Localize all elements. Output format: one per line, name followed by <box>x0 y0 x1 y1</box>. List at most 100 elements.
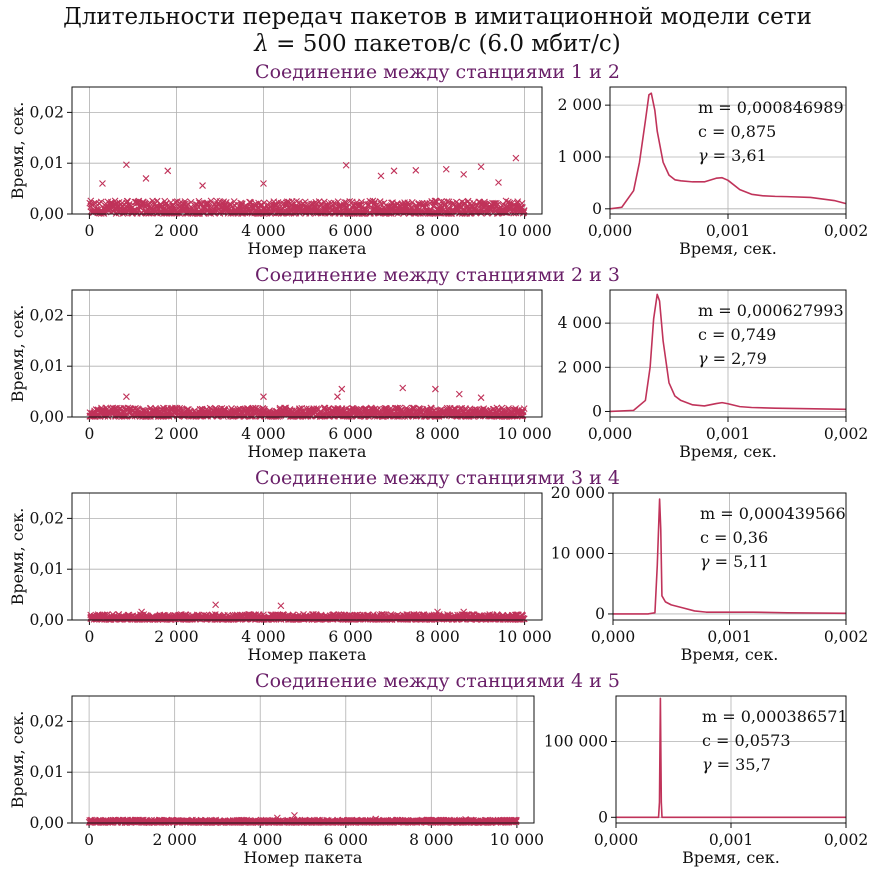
scatter-point <box>240 413 248 420</box>
scatter-point <box>247 199 254 207</box>
scatter-outlier-point <box>260 180 267 187</box>
scatter-outlier-point <box>431 385 439 393</box>
scatter-outlier-point <box>342 161 350 169</box>
scatter-3-ytick-label: 0,01 <box>29 560 64 578</box>
scatter-point <box>358 198 365 206</box>
density-1-ytick-label: 1 000 <box>558 148 602 166</box>
scatter-4-xtick-label: 6 000 <box>324 831 368 849</box>
stat-mean-3: m = 0,000439566 <box>700 504 846 523</box>
scatter-outlier-point <box>142 175 150 182</box>
scatter-outlier-point <box>212 601 219 609</box>
density-4-xtick-label: 0,000 <box>594 831 638 849</box>
density-2-line <box>609 293 847 413</box>
density-2-xtick-label: 0,001 <box>706 425 750 443</box>
scatter-point <box>371 198 379 206</box>
scatter-outlier-point <box>99 180 106 187</box>
density-1-xtick-label: 0,001 <box>706 222 750 240</box>
density-1-xtick-label: 0,000 <box>588 222 632 240</box>
scatter-3-points <box>87 601 528 623</box>
stat-cv-1: c = 0,875 <box>698 122 776 141</box>
scatter-outlier-point <box>390 167 398 175</box>
scatter-2-ytick-label: 0,00 <box>29 408 64 426</box>
density-2-frame <box>609 289 847 418</box>
scatter-outlier-point <box>442 165 450 173</box>
scatter-3-ytick-label: 0,02 <box>29 509 64 527</box>
scatter-1-ytick-label: 0,02 <box>29 103 64 121</box>
gamma-symbol: γ <box>698 349 708 368</box>
scatter-2-xtick-label: 4 000 <box>241 425 285 443</box>
scatter-2-xtick-label: 10 000 <box>497 425 551 443</box>
scatter-outlier-point <box>477 163 485 171</box>
scatter-outlier-point <box>199 182 206 189</box>
scatter-1-xtick-label: 0 <box>84 222 94 240</box>
scatter-4-ytick-label: 0,00 <box>29 814 64 832</box>
scatter-2-xtick-label: 0 <box>84 425 94 443</box>
density-2-ytick-label: 4 000 <box>558 314 602 332</box>
scatter-plot-4: 0 2 000 4 000 6 000 8 000 10 000 0,00 0,01 0,02 Н… <box>8 695 544 867</box>
stat-mean-4: m = 0,000386571 <box>702 707 848 726</box>
scatter-1-ylabel: Время, сек. <box>8 102 27 200</box>
gamma-symbol: γ <box>698 146 708 165</box>
gamma-symbol: γ <box>700 552 710 571</box>
scatter-point <box>437 210 444 217</box>
scatter-4-points <box>85 811 520 826</box>
gamma-value: = 3,61 <box>708 146 767 165</box>
density-3-xtick-label: 0,000 <box>591 628 635 646</box>
scatter-outlier-point <box>377 172 385 180</box>
density-3-xtick-label: 0,002 <box>824 628 868 646</box>
scatter-2-ylabel: Время, сек. <box>8 305 27 403</box>
scatter-point <box>445 198 453 206</box>
density-3-ytick-label: 20 000 <box>551 484 605 502</box>
scatter-2-xtick-label: 8 000 <box>415 425 459 443</box>
scatter-4-xlabel: Номер пакета <box>244 848 363 867</box>
scatter-3-xtick-label: 6 000 <box>328 628 372 646</box>
scatter-4-xtick-label: 10 000 <box>490 831 544 849</box>
scatter-1-points <box>86 154 528 217</box>
density-1-line <box>609 92 847 210</box>
scatter-outlier-point <box>164 167 172 175</box>
scatter-3-xtick-label: 8 000 <box>415 628 459 646</box>
chart-title-line1: Длительности передач пакетов в имитацион… <box>63 4 812 30</box>
scatter-point <box>90 200 97 208</box>
scatter-2-points <box>86 384 528 420</box>
scatter-4-xtick-label: 0 <box>84 831 94 849</box>
density-2-xtick-label: 0,000 <box>588 425 632 443</box>
scatter-1-xtick-label: 6 000 <box>328 222 372 240</box>
scatter-point <box>178 405 186 412</box>
scatter-1-xlabel: Номер пакета <box>248 239 367 258</box>
scatter-2-xtick-label: 6 000 <box>328 425 372 443</box>
scatter-1-xtick-label: 8 000 <box>415 222 459 240</box>
scatter-point <box>226 200 234 208</box>
density-plot-4: 0,000 0,001 0,002 0 100 000 Время, сек. m = 0,… <box>544 695 868 867</box>
scatter-2-ytick-label: 0,01 <box>29 357 64 375</box>
density-2-xtick-label: 0,002 <box>824 425 868 443</box>
scatter-point <box>369 197 377 205</box>
scatter-plot-2: 0 2 000 4 000 6 000 8 000 10 000 0,00 0,01 0,02 Н… <box>8 289 552 461</box>
scatter-4-xtick-label: 4 000 <box>238 831 282 849</box>
density-4-xtick-label: 0,002 <box>824 831 868 849</box>
scatter-plot-3: 0 2 000 4 000 6 000 8 000 10 000 0,00 0,01 0,02 Н… <box>8 492 552 664</box>
scatter-outlier-point <box>477 394 485 402</box>
subplot-title-4: Соединение между станциями 4 и 5 <box>255 670 620 692</box>
scatter-outlier-point <box>260 393 267 401</box>
scatter-4-ytick-label: 0,02 <box>29 712 64 730</box>
scatter-outlier-point <box>334 393 341 401</box>
scatter-point <box>330 199 338 207</box>
scatter-plot-1: 0 2 000 4 000 6 000 8 000 10 000 0,00 0,01 0,02 Н… <box>8 86 552 258</box>
density-3-xtick-label: 0,001 <box>707 628 751 646</box>
lambda-symbol: λ <box>254 31 269 57</box>
scatter-point <box>283 199 290 207</box>
scatter-3-xlabel: Номер пакета <box>248 645 367 664</box>
scatter-outlier-point <box>338 385 346 393</box>
scatter-point <box>355 202 363 210</box>
stat-mean-2: m = 0,000627993 <box>698 301 844 320</box>
scatter-3-xtick-label: 0 <box>84 628 94 646</box>
chart-title-line2: λ = 500 пакетов/с (6.0 мбит/с) <box>0 31 875 57</box>
density-3-ytick-label: 10 000 <box>551 544 605 562</box>
scatter-point <box>176 199 184 207</box>
scatter-point <box>341 198 349 206</box>
scatter-1-xtick-label: 4 000 <box>241 222 285 240</box>
subplot-title-1: Соединение между станциями 1 и 2 <box>255 61 620 83</box>
stat-gamma-1: γ = 3,61 <box>698 146 767 165</box>
scatter-outlier-point <box>512 154 520 162</box>
